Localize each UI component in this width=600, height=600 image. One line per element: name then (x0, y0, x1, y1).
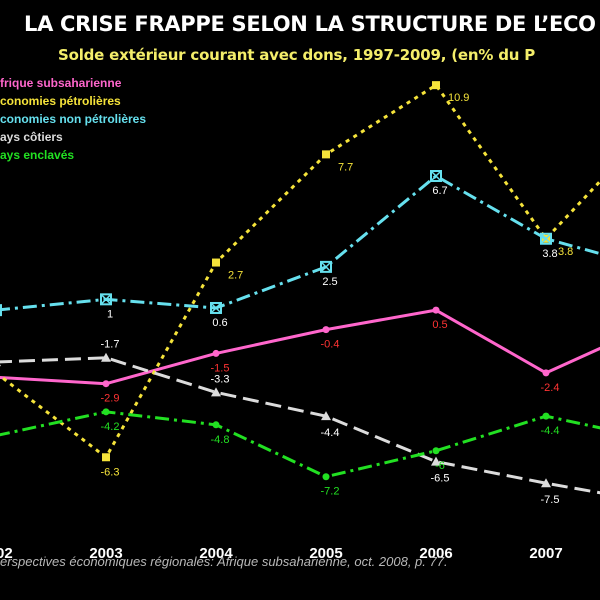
legend-entry-economies-petrolieres: conomies pétrolières (0, 94, 121, 108)
data-point (101, 352, 111, 362)
x-tick-label: 2003 (89, 545, 122, 560)
data-label: -4.4 (321, 427, 340, 439)
data-label: 2.7 (228, 270, 243, 282)
x-tick-label: 2006 (419, 545, 452, 560)
line-chart: 200220032004200520062007200-2.9-1.5-0.40… (0, 81, 600, 560)
data-label: 7.7 (338, 161, 353, 173)
series-line-pays-cotiers (0, 356, 600, 495)
data-point (102, 408, 110, 416)
legend-entry-afrique-subsaharienne: frique subsaharienne (0, 76, 122, 90)
data-point (100, 293, 112, 306)
data-point (432, 447, 440, 455)
data-point (540, 232, 552, 245)
legend-entry-pays-enclaves: ays enclavés (0, 148, 75, 162)
data-point (211, 387, 221, 397)
data-label: -6.3 (101, 466, 120, 478)
data-point (320, 260, 332, 273)
data-label: -3.3 (211, 373, 230, 385)
data-label: 0.5 (432, 319, 447, 331)
data-label: 2.5 (322, 276, 337, 288)
data-label: 3.8 (558, 246, 573, 258)
data-point (542, 369, 550, 377)
data-point (212, 421, 220, 429)
x-tick-label: 2002 (0, 545, 13, 560)
data-point (432, 81, 440, 90)
chart-title: LA CRISE FRAPPE SELON LA STRUCTURE DE L’… (24, 12, 596, 36)
data-point (321, 411, 331, 421)
data-label: -2.4 (541, 382, 560, 394)
x-tick-label: 2005 (309, 545, 342, 560)
data-label: 6.7 (432, 185, 447, 197)
series-line-economies-non-petrolieres (0, 174, 600, 312)
x-tick-label: 2007 (529, 545, 562, 560)
legend-entry-pays-cotiers: ays côtiers (0, 130, 63, 144)
data-label: -7.5 (541, 494, 560, 506)
data-point (102, 453, 110, 462)
data-point (542, 412, 550, 420)
data-label: -4.4 (541, 425, 560, 437)
data-point (432, 306, 440, 314)
data-point (102, 380, 110, 388)
data-point (0, 304, 2, 317)
data-label: 10.9 (448, 92, 469, 104)
data-label: 1 (107, 308, 113, 320)
data-point (212, 258, 220, 267)
data-label: 3.8 (542, 248, 557, 260)
x-tick-label: 2004 (199, 545, 233, 560)
data-label: -1.7 (101, 339, 120, 351)
data-label: -2.9 (101, 393, 120, 405)
series-line-afrique-subsaharienne (0, 308, 600, 386)
data-point (212, 349, 220, 357)
data-point (431, 456, 441, 466)
data-label: -1.5 (211, 362, 230, 374)
source-note: erspectives économiques régionales: Afri… (0, 554, 448, 569)
chart-subtitle: Solde extérieur courant avec dons, 1997-… (58, 46, 536, 64)
data-label: -4.2 (101, 421, 120, 433)
data-label: -7.2 (321, 486, 340, 498)
data-label: -6.5 (431, 473, 450, 485)
data-label: -6 (435, 460, 445, 472)
data-label: 0.6 (212, 317, 227, 329)
chart-legend: frique subsaharienne conomies pétrolière… (0, 74, 146, 164)
legend-entry-economies-non-petrolieres: conomies non pétrolières (0, 112, 147, 126)
data-point (541, 478, 551, 488)
data-label: -4.8 (211, 434, 230, 446)
data-point (430, 170, 442, 183)
data-point (0, 364, 1, 367)
data-point (322, 326, 330, 334)
data-point (322, 150, 330, 159)
data-point (210, 301, 222, 314)
data-label: -0.4 (321, 339, 340, 351)
data-point (322, 473, 330, 481)
